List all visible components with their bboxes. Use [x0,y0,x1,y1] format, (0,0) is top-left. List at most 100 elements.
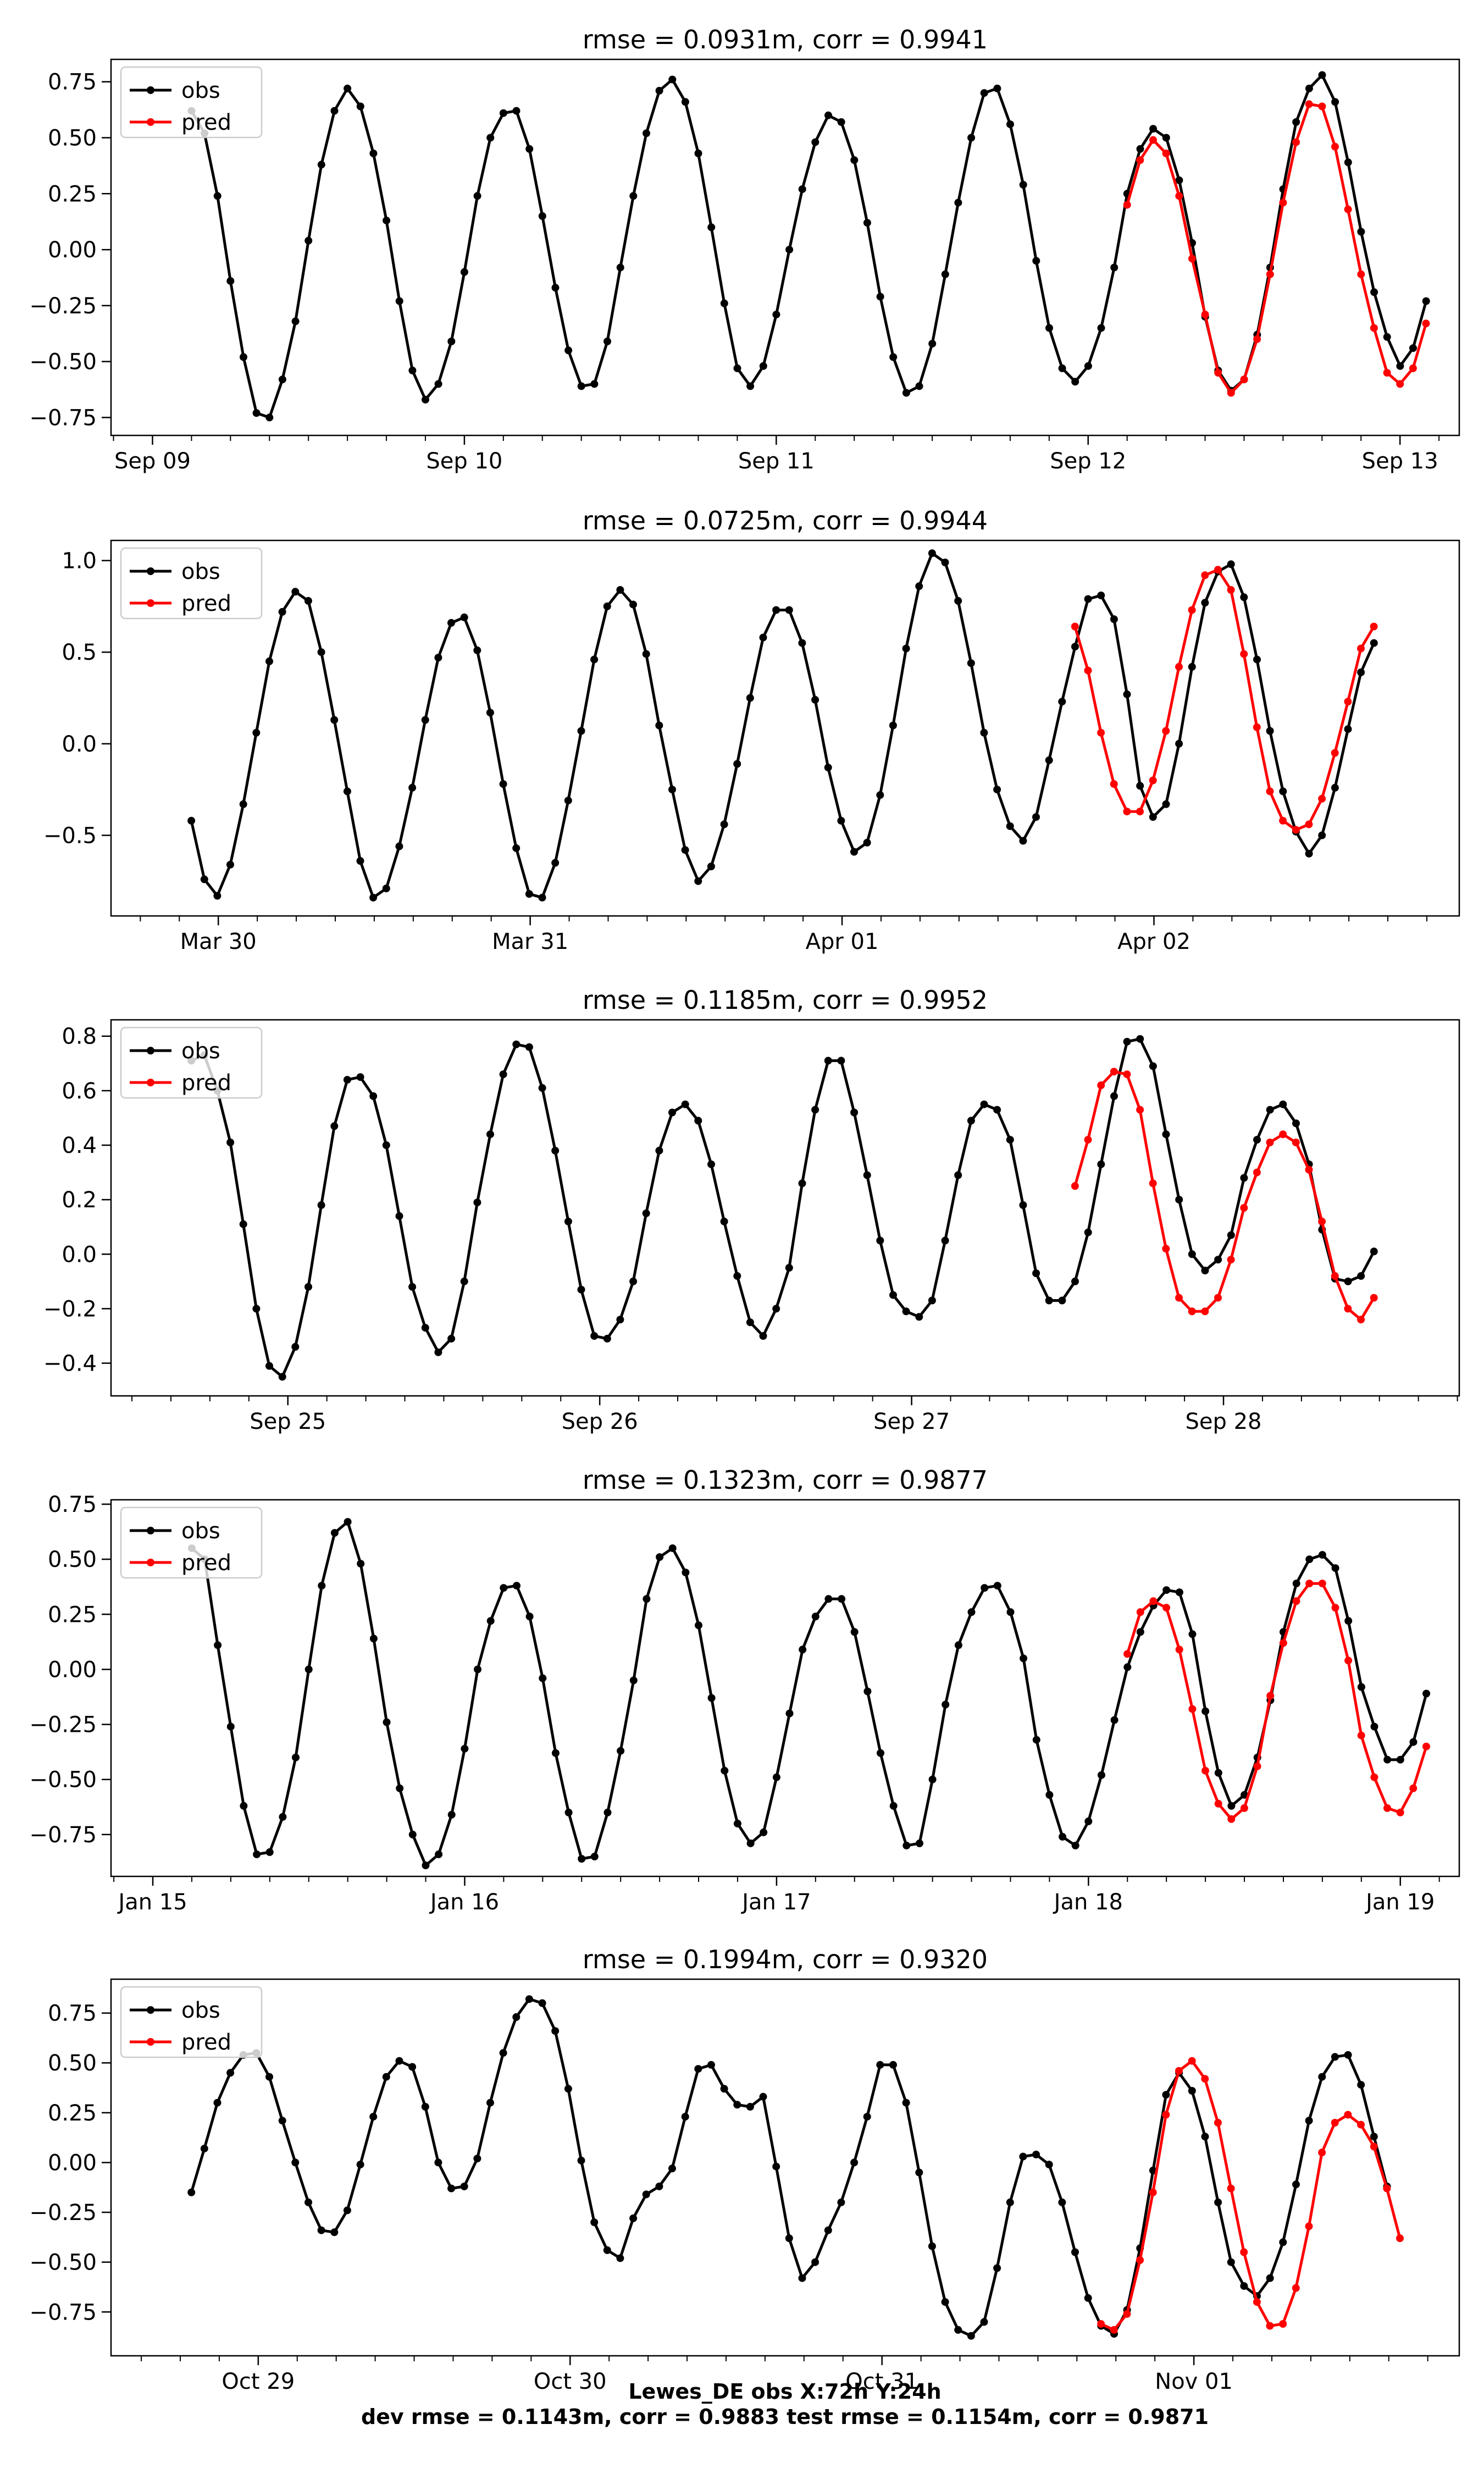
data-point [1383,369,1391,377]
data-point [1318,2149,1326,2157]
data-point [1227,1256,1235,1264]
data-point [1240,1204,1248,1212]
data-point [980,89,988,97]
data-point [1266,1139,1274,1146]
data-point [1162,800,1170,808]
data-point [486,1130,494,1139]
legend: obs pred [120,66,263,139]
data-point [395,297,403,305]
data-point [1266,2322,1274,2330]
data-point [967,1608,976,1616]
data-point [369,1092,378,1100]
data-point [1279,1639,1287,1647]
data-point [1396,2234,1404,2243]
data-point [850,2158,859,2167]
data-point [1357,2081,1365,2089]
data-point [967,2332,975,2340]
data-point [1201,2133,1209,2141]
data-point [772,1305,780,1313]
data-point [1071,643,1079,651]
legend-box [120,547,263,620]
data-point [1305,84,1313,92]
x-tick-label: Sep 26 [562,1409,638,1434]
data-point [1214,1256,1222,1264]
y-tick-label: −0.50 [29,350,97,375]
data-point [344,84,352,92]
data-point [720,299,728,307]
data-point [850,1108,859,1117]
x-tick-label: Apr 02 [1117,929,1190,954]
data-point [1214,2119,1222,2127]
data-point [655,87,663,95]
data-point [1045,756,1053,764]
data-point [1266,270,1274,278]
chart-panel: rmse = 0.1323m, corr = 0.9877 Jan 15 Jan 1… [29,1465,1460,1915]
y-tick-label: −0.75 [29,405,97,430]
data-point [1136,808,1144,816]
data-point [1409,1738,1417,1746]
data-point [525,145,534,153]
series-pred [1097,2057,1404,2334]
legend-label-obs: obs [181,1998,220,2023]
y-tick-label: 0.25 [48,2101,97,2126]
data-point [408,1830,417,1838]
data-point [954,1171,962,1179]
chart-title: rmse = 0.1185m, corr = 0.9952 [583,985,988,1015]
series-pred [1071,1068,1378,1324]
data-point [1162,134,1170,142]
data-point [993,1106,1001,1114]
data-point [1292,1119,1300,1128]
chart-panel: rmse = 0.1185m, corr = 0.9952 Sep 25 Sep 2… [43,985,1460,1434]
data-point [330,1122,339,1130]
x-tick-label: Jan 16 [429,1890,499,1915]
data-point [668,75,677,84]
data-point [1097,1081,1105,1089]
data-point [1032,1269,1040,1277]
data-point [1227,2184,1235,2193]
data-point [1344,1277,1352,1285]
y-tick-label: 0.25 [48,1602,97,1627]
data-point [785,606,793,614]
legend-box [120,66,263,139]
data-point [772,2162,780,2171]
data-point [941,2298,949,2306]
data-point [1123,2310,1131,2318]
data-point [1123,808,1131,816]
data-point [876,1236,884,1245]
data-point [1188,1630,1197,1638]
axes-frame [110,1978,1460,2357]
data-point [200,875,208,883]
data-point [1370,2133,1378,2141]
data-point [525,890,533,898]
data-point [889,721,897,730]
data-point [577,727,585,735]
data-point [265,1848,274,1856]
data-point [252,409,261,417]
data-point [837,1057,845,1065]
data-point [1020,1654,1028,1663]
data-point [1370,288,1378,296]
data-point [1098,1771,1105,1779]
data-point [1175,1588,1183,1597]
data-point [1409,364,1417,372]
data-point [916,1839,923,1847]
data-point [1370,639,1378,647]
data-point [1292,1597,1300,1605]
data-point [1357,1272,1365,1280]
x-tick-label: Oct 29 [222,2369,295,2394]
data-point [681,2113,689,2121]
data-point [1344,698,1352,706]
data-point [681,1100,689,1108]
data-point [408,783,417,792]
data-point [330,107,339,115]
data-point [1149,2188,1157,2196]
data-point [655,1146,663,1155]
data-point [435,1850,443,1858]
data-point [799,1645,807,1654]
data-point [499,2049,507,2057]
data-point [486,1617,495,1625]
legend-marker-pred [147,599,154,607]
data-point [746,382,755,390]
data-point [1266,727,1274,735]
x-tick-label: Jan 17 [740,1890,811,1915]
